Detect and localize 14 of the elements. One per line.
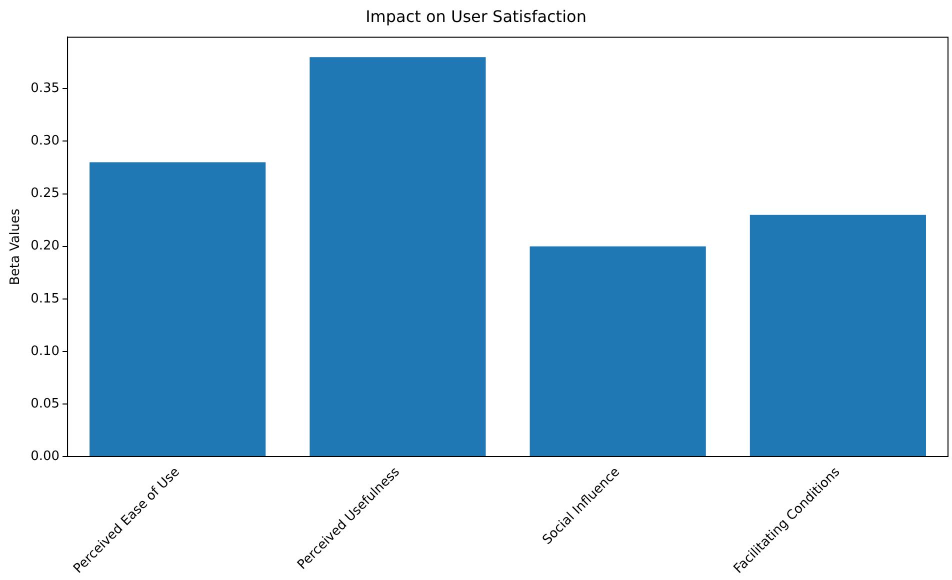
y-tick-label: 0.30: [30, 134, 60, 149]
y-axis-title: Beta Values: [8, 208, 24, 286]
y-tick-label: 0.10: [30, 344, 60, 359]
y-tick-label: 0.15: [30, 291, 60, 306]
y-tick-label: 0.00: [30, 448, 60, 464]
y-tick-label: 0.20: [30, 238, 60, 254]
y-tick-label: 0.35: [30, 81, 60, 96]
chart-title: Impact on User Satisfaction: [366, 6, 586, 26]
bar: [90, 162, 266, 456]
y-tick-label: 0.25: [30, 186, 60, 202]
bar: [310, 57, 486, 456]
bar: [750, 214, 926, 456]
y-tick-label: 0.05: [30, 396, 60, 412]
bar: [530, 246, 706, 456]
